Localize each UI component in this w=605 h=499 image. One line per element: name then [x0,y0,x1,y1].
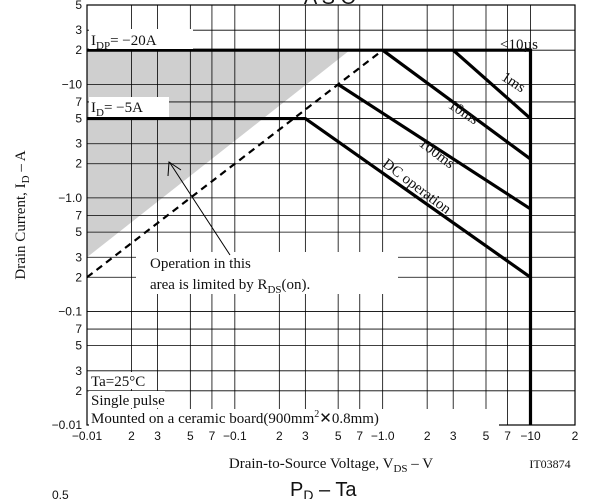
label-100ms: 100ms [416,135,458,172]
idp-label: IDP= −20A [91,33,157,52]
y-tick-label: 5 [75,225,82,239]
x-tick-label: 7 [209,429,216,443]
cond3-bg [89,409,499,426]
y-tick-label: −1.0 [58,191,82,205]
x-tick-label: −1.0 [371,429,395,443]
shaded-rds-region [87,50,350,258]
rds-note-arrow [169,162,231,256]
y-tick-label: 5 [75,339,82,353]
y-tick-labels: −0.01 2 3 5 7 −0.1 2 3 5 7 −1.0 2 3 5 7 −10 2 3 5 [52,0,83,432]
y-tick-label: 3 [75,137,82,151]
x-tick-label: 2 [424,429,431,443]
x-tick-label: 3 [302,429,309,443]
y-tick-label: 3 [75,23,82,37]
series-line-3 [337,83,532,211]
arrow-head-icon [167,161,182,177]
y-tick-label: 5 [75,0,82,12]
y-tick-label: −0.1 [58,304,82,318]
condition-board: Mounted on a ceramic board(900mm2✕0.8mm) [91,409,379,427]
x-axis-label: Drain-to-Source Voltage, VDS – V [229,456,433,475]
series-line-2 [381,48,532,161]
rds-limit-line [87,49,384,279]
y-tick-label: 7 [75,208,82,222]
series-line-0 [87,48,533,425]
x-tick-label: 2 [572,429,579,443]
y-tick-label: 3 [75,250,82,264]
idp-label-bg [89,29,193,49]
y-tick-label: 2 [75,43,82,57]
next-chart-title: PD – Ta [290,479,357,499]
x-tick-label: 7 [504,429,511,443]
x-tick-label: −10 [520,429,541,443]
y-tick-label: −0.01 [52,418,83,432]
grid-lines [87,5,575,425]
x-tick-label: 5 [187,429,194,443]
y-tick-label: 3 [75,364,82,378]
x-tick-label: 5 [483,429,490,443]
y-tick-label: 2 [75,270,82,284]
series-line-4 [87,116,532,279]
condition-temperature: Ta=25°C [91,374,145,390]
y-tick-label: 7 [75,322,82,336]
x-tick-label: 3 [154,429,161,443]
cond2-bg [89,391,165,408]
x-tick-label: 7 [356,429,363,443]
y-tick-label: −10 [62,77,83,91]
x-tick-labels: −0.01 2 3 5 7 −0.1 2 3 5 7 −1.0 2 3 5 7 −10 2 [72,429,579,443]
rds-note-line1: Operation in this [150,256,251,272]
id-label: ID= −5A [91,100,143,119]
next-chart-tick-fragment: 0.5 [52,488,69,499]
y-axis-label: Drain Current, ID – A [13,150,32,279]
x-tick-label: 5 [335,429,342,443]
x-tick-label: 2 [276,429,283,443]
x-tick-label: −0.01 [72,429,103,443]
rds-note-bg [136,252,398,294]
doc-code: IT03874 [529,457,570,471]
y-tick-label: 7 [75,95,82,109]
cond1-bg [89,372,145,389]
x-tick-label: 3 [450,429,457,443]
y-tick-label: 2 [75,157,82,171]
x-tick-label: −0.1 [223,429,247,443]
label-10us: <10µs [500,37,538,53]
rds-note-line2: area is limited by RDS(on). [150,277,310,296]
y-tick-label: 5 [75,112,82,126]
series-line-1 [452,48,532,120]
soa-curves [87,48,533,425]
x-tick-label: 2 [128,429,135,443]
condition-single-pulse: Single pulse [91,393,165,409]
y-tick-label: 2 [75,384,82,398]
id-label-bg [89,97,169,117]
